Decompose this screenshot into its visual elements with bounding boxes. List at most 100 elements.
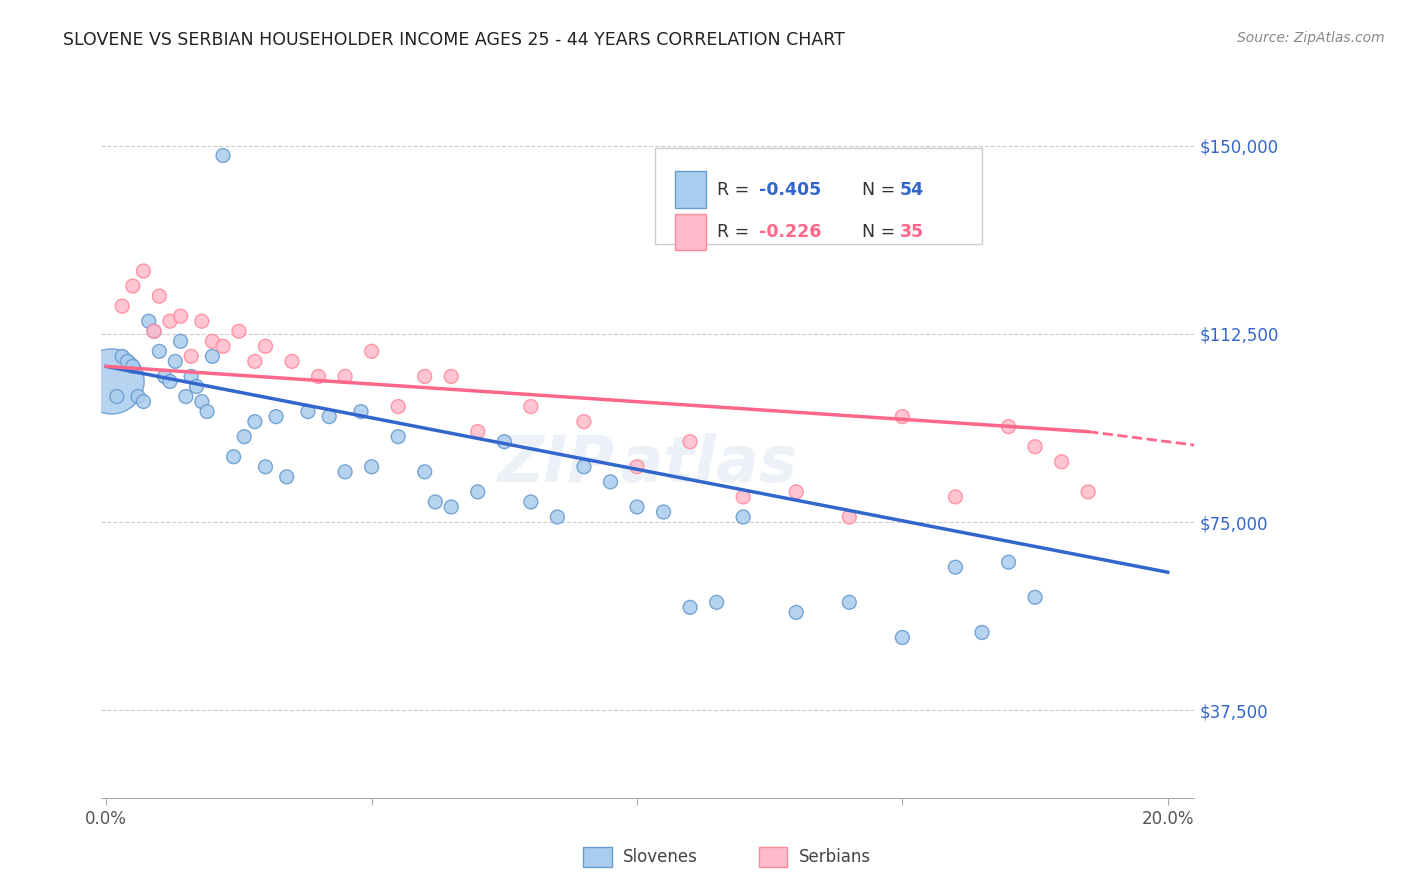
Point (117, 354, 139, 368)
Point (254, 459, 277, 474)
Text: -0.226: -0.226 (759, 223, 821, 241)
Point (467, 425, 489, 439)
Point (1024, 591, 1046, 605)
Point (201, 334, 224, 349)
Point (201, 349, 224, 363)
Point (970, 625, 993, 640)
Point (148, 289, 170, 303)
Point (467, 484, 489, 499)
Point (121, 359, 143, 374)
Point (360, 344, 382, 359)
Point (132, 264, 155, 278)
Point (159, 314, 181, 328)
Point (212, 148, 235, 162)
Point (308, 369, 330, 384)
Point (153, 369, 176, 384)
Point (105, 390, 128, 404)
Point (494, 434, 516, 449)
Point (111, 299, 134, 313)
Point (243, 415, 266, 429)
Point (297, 404, 319, 418)
Point (785, 606, 807, 620)
Point (212, 339, 235, 353)
Point (318, 409, 340, 424)
Text: 54: 54 (900, 180, 924, 199)
Text: Serbians: Serbians (799, 848, 870, 866)
Point (520, 400, 543, 414)
Text: ZIP atlas: ZIP atlas (498, 433, 797, 495)
Point (121, 279, 143, 293)
Point (360, 459, 382, 474)
Text: N =: N = (851, 223, 900, 241)
Point (706, 595, 728, 609)
Point (425, 495, 447, 509)
Point (222, 450, 245, 464)
Text: R =: R = (717, 223, 755, 241)
Text: R =: R = (717, 180, 755, 199)
Point (195, 404, 218, 418)
Point (174, 390, 197, 404)
Point (1050, 455, 1073, 469)
Point (785, 484, 807, 499)
Point (997, 555, 1019, 569)
Point (626, 500, 648, 514)
Point (127, 390, 149, 404)
Point (945, 490, 967, 504)
Point (997, 419, 1019, 434)
Point (1077, 484, 1099, 499)
Point (180, 369, 202, 384)
Text: N =: N = (851, 180, 900, 199)
Point (233, 430, 256, 444)
Point (191, 394, 214, 409)
Point (733, 510, 755, 524)
Point (243, 354, 266, 368)
Point (520, 495, 543, 509)
Point (440, 500, 463, 514)
Point (281, 354, 304, 368)
Point (350, 404, 373, 418)
Point (945, 560, 967, 574)
Point (333, 465, 356, 479)
Point (626, 459, 648, 474)
Point (333, 369, 356, 384)
Point (891, 631, 914, 645)
Text: SLOVENE VS SERBIAN HOUSEHOLDER INCOME AGES 25 - 44 YEARS CORRELATION CHART: SLOVENE VS SERBIAN HOUSEHOLDER INCOME AG… (63, 31, 845, 49)
Point (100, 375, 122, 389)
Point (138, 314, 160, 328)
Point (572, 415, 595, 429)
Text: Slovenes: Slovenes (623, 848, 697, 866)
Point (838, 595, 860, 609)
Point (143, 324, 166, 338)
Text: Source: ZipAtlas.com: Source: ZipAtlas.com (1237, 31, 1385, 45)
Point (387, 430, 409, 444)
Point (838, 510, 860, 524)
Point (169, 334, 191, 349)
Point (679, 434, 702, 449)
Point (143, 324, 166, 338)
Point (546, 510, 568, 524)
Text: 35: 35 (900, 223, 924, 241)
Point (413, 465, 436, 479)
Point (228, 324, 250, 338)
Point (148, 344, 170, 359)
Point (413, 369, 436, 384)
Point (254, 339, 277, 353)
Point (186, 379, 208, 393)
Point (652, 505, 675, 519)
Point (1024, 440, 1046, 454)
Point (679, 600, 702, 615)
Point (159, 375, 181, 389)
Point (169, 309, 191, 323)
Point (599, 475, 621, 489)
Point (572, 459, 595, 474)
Point (165, 354, 187, 368)
Point (132, 394, 155, 409)
Point (276, 470, 298, 484)
Point (180, 349, 202, 363)
Text: -0.405: -0.405 (759, 180, 821, 199)
Point (440, 369, 463, 384)
Point (891, 409, 914, 424)
Point (111, 349, 134, 363)
Point (264, 409, 287, 424)
Point (733, 490, 755, 504)
